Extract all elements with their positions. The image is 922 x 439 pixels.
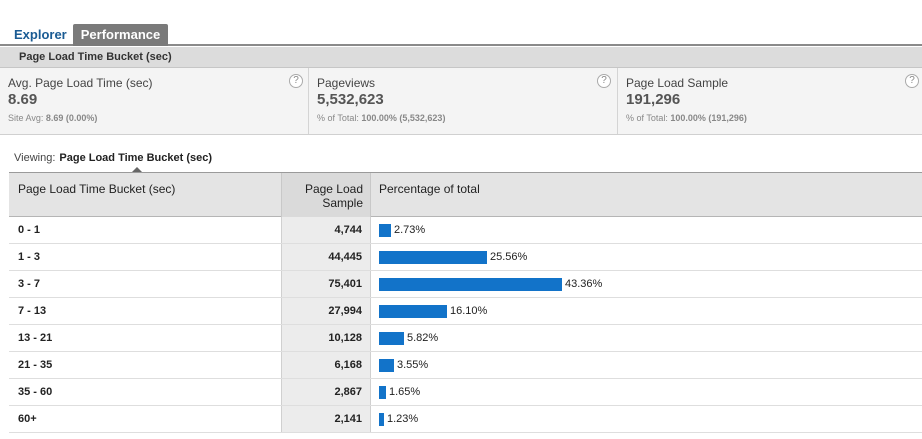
- cell-percentage: 43.36%: [370, 271, 922, 297]
- cell-bucket: 7 - 13: [18, 305, 47, 317]
- dimension-header: Page Load Time Bucket (sec): [0, 47, 922, 68]
- metric-subtext: % of Total: 100.00% (5,532,623): [317, 113, 446, 123]
- cell-percentage: 25.56%: [370, 244, 922, 270]
- cell-percentage: 3.55%: [370, 352, 922, 378]
- metric-subtext: Site Avg: 8.69 (0.00%): [8, 113, 98, 123]
- cell-bucket: 21 - 35: [18, 359, 53, 371]
- table-row: 1 - 3 44,445 25.56%: [9, 244, 922, 271]
- table-row: 0 - 1 4,744 2.73%: [9, 217, 922, 244]
- metric-value: 191,296: [626, 91, 681, 108]
- metric-avg-page-load-time: Avg. Page Load Time (sec) 8.69 Site Avg:…: [0, 68, 309, 134]
- cell-bucket: 1 - 3: [18, 251, 41, 263]
- tab-performance[interactable]: Performance: [73, 24, 168, 46]
- metric-subtext: % of Total: 100.00% (191,296): [626, 113, 747, 123]
- table-body: 0 - 1 4,744 2.73% 1 - 3 44,445 25.56% 3 - 7 75,…: [9, 217, 922, 433]
- cell-sample: 6,168: [281, 352, 370, 378]
- percentage-bar: [379, 332, 404, 345]
- percentage-label: 25.56%: [490, 251, 528, 263]
- viewing-selector: Viewing: Page Load Time Bucket (sec): [14, 152, 212, 164]
- metric-value: 5,532,623: [317, 91, 384, 108]
- column-header-percentage: Percentage of total: [370, 173, 922, 217]
- metric-label: Page Load Sample: [626, 76, 729, 90]
- cell-bucket: 13 - 21: [18, 332, 53, 344]
- cell-sample: 2,141: [281, 406, 370, 432]
- cell-sample: 10,128: [281, 325, 370, 351]
- tab-bar: Explorer Performance: [0, 0, 922, 46]
- percentage-bar: [379, 413, 384, 426]
- cell-percentage: 1.23%: [370, 406, 922, 432]
- metric-label: Pageviews: [317, 76, 376, 90]
- table-row: 7 - 13 27,994 16.10%: [9, 298, 922, 325]
- metric-value: 8.69: [8, 91, 38, 108]
- help-icon[interactable]: ?: [597, 74, 611, 88]
- percentage-label: 5.82%: [407, 332, 439, 344]
- percentage-bar: [379, 359, 394, 372]
- table-header: Page Load Time Bucket (sec) Page Load Sa…: [9, 173, 922, 217]
- cell-bucket: 35 - 60: [18, 386, 53, 398]
- column-header-sample[interactable]: Page Load Sample: [281, 173, 370, 217]
- percentage-label: 16.10%: [450, 305, 488, 317]
- cell-percentage: 2.73%: [370, 217, 922, 243]
- percentage-bar: [379, 224, 391, 237]
- cell-percentage: 1.65%: [370, 379, 922, 405]
- dimension-header-label: Page Load Time Bucket (sec): [19, 51, 172, 63]
- percentage-bar: [379, 305, 447, 318]
- cell-bucket: 3 - 7: [18, 278, 41, 290]
- viewing-label: Viewing:: [14, 152, 56, 164]
- cell-percentage: 16.10%: [370, 298, 922, 324]
- table-row: 3 - 7 75,401 43.36%: [9, 271, 922, 298]
- metrics-scorecard: Avg. Page Load Time (sec) 8.69 Site Avg:…: [0, 68, 922, 135]
- cell-sample: 75,401: [281, 271, 370, 297]
- cell-bucket: 60+: [18, 413, 37, 425]
- table-row: 13 - 21 10,128 5.82%: [9, 325, 922, 352]
- cell-bucket: 0 - 1: [18, 224, 41, 236]
- help-icon[interactable]: ?: [289, 74, 303, 88]
- cell-sample: 4,744: [281, 217, 370, 243]
- percentage-label: 43.36%: [565, 278, 603, 290]
- help-icon[interactable]: ?: [905, 74, 919, 88]
- column-header-bucket[interactable]: Page Load Time Bucket (sec): [18, 182, 176, 196]
- percentage-bar: [379, 251, 487, 264]
- percentage-bar: [379, 278, 562, 291]
- table-row: 60+ 2,141 1.23%: [9, 406, 922, 433]
- metric-label: Avg. Page Load Time (sec): [8, 76, 153, 90]
- metric-page-load-sample: Page Load Sample 191,296 % of Total: 100…: [618, 68, 922, 134]
- performance-table: Page Load Time Bucket (sec) Page Load Sa…: [9, 172, 922, 433]
- percentage-label: 2.73%: [394, 224, 426, 236]
- caret-up-icon: [132, 167, 142, 172]
- table-row: 35 - 60 2,867 1.65%: [9, 379, 922, 406]
- viewing-dimension[interactable]: Page Load Time Bucket (sec): [59, 152, 213, 164]
- metric-pageviews: Pageviews 5,532,623 % of Total: 100.00% …: [309, 68, 618, 134]
- cell-percentage: 5.82%: [370, 325, 922, 351]
- percentage-label: 1.23%: [387, 413, 419, 425]
- cell-sample: 27,994: [281, 298, 370, 324]
- table-row: 21 - 35 6,168 3.55%: [9, 352, 922, 379]
- cell-sample: 44,445: [281, 244, 370, 270]
- percentage-label: 3.55%: [397, 359, 429, 371]
- percentage-label: 1.65%: [389, 386, 421, 398]
- percentage-bar: [379, 386, 386, 399]
- tab-explorer[interactable]: Explorer: [14, 27, 67, 42]
- cell-sample: 2,867: [281, 379, 370, 405]
